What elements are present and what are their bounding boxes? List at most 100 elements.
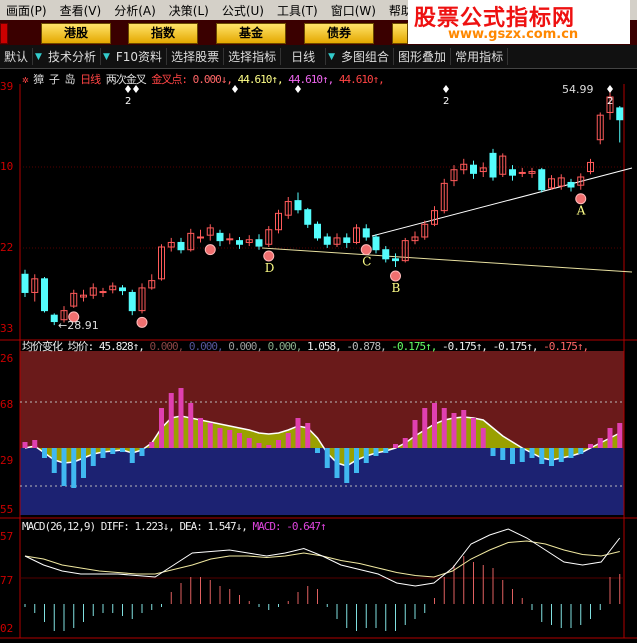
avg-change-bar	[568, 448, 574, 458]
hk-stocks-button[interactable]: 港股	[41, 23, 111, 44]
mid-value: 0.000,	[228, 340, 263, 353]
golden-cross-marker-icon	[360, 244, 372, 256]
avg-change-bar	[441, 408, 447, 448]
avg-change-bar	[61, 448, 67, 486]
candle-up	[158, 246, 165, 280]
golden-cross-marker-icon	[68, 311, 80, 323]
mid-value: 0.000,	[267, 340, 303, 353]
candle-up	[245, 239, 253, 243]
candle-up	[109, 285, 117, 291]
avg-change-bar	[597, 438, 603, 448]
candle-up	[89, 287, 97, 296]
point-label-B: B	[392, 281, 401, 295]
candle-up	[440, 182, 448, 212]
avg-change-bar	[168, 393, 174, 448]
axis-label: 02	[0, 622, 14, 635]
axis-label: 22	[0, 241, 14, 254]
axis-label: 55	[0, 503, 14, 516]
avg-change-bar	[383, 448, 389, 453]
star-marker-icon	[295, 85, 301, 93]
axis-label: 39	[0, 80, 14, 93]
candle-down	[236, 240, 243, 245]
dropdown-icon[interactable]: ▼	[328, 51, 336, 62]
avg-change-bar	[51, 448, 57, 473]
avg-change-bar	[285, 433, 291, 448]
avg-change-bar	[354, 448, 359, 473]
overlay-button[interactable]: 图形叠加	[394, 48, 452, 65]
avg-change-bar	[32, 440, 38, 448]
avg-change-bar	[217, 428, 223, 448]
avg-change-bar	[578, 448, 584, 454]
golden-cross-marker-icon	[263, 250, 275, 262]
avg-change-bar	[461, 410, 467, 448]
candle-down	[489, 152, 497, 178]
avg-change-bar	[617, 423, 623, 448]
select-stock-button[interactable]: 选择股票	[167, 48, 225, 65]
star-marker-icon	[443, 85, 449, 93]
point-label-C: C	[362, 255, 371, 269]
candle-up	[577, 176, 585, 186]
candle-up	[518, 171, 526, 174]
menu-formula[interactable]: 公式(U)	[221, 3, 264, 18]
avg-change-bar	[81, 448, 86, 478]
menu-window[interactable]: 窗口(W)	[330, 3, 376, 18]
count-label: 2	[443, 96, 449, 107]
avg-change-bar	[422, 408, 428, 448]
avg-change-bar	[402, 438, 408, 448]
point-label-A: A	[576, 204, 586, 218]
candle-up	[265, 229, 273, 245]
candle-up	[353, 227, 360, 243]
candle-up	[479, 167, 487, 173]
mid-value: 0.000,	[188, 340, 224, 353]
fund-button[interactable]: 基金	[216, 23, 286, 44]
golden-cross-marker-icon	[575, 193, 587, 205]
avg-change-bar	[588, 444, 593, 448]
dropdown-icon[interactable]: ▼	[35, 51, 42, 62]
bond-button[interactable]: 债券	[304, 23, 374, 44]
candle-down	[509, 169, 516, 176]
avg-change-bar	[549, 448, 554, 466]
avg-change-bar	[266, 445, 272, 448]
menu-decision[interactable]: 决策(L)	[168, 3, 209, 18]
default-button[interactable]: 默认	[0, 48, 34, 65]
candle-up	[99, 291, 107, 294]
axis-label: 10	[0, 160, 14, 173]
menu-help[interactable]: 帮助	[388, 3, 413, 18]
indicator-name: 两次金叉	[105, 73, 147, 86]
menu-analysis[interactable]: 分析(A)	[114, 3, 156, 18]
menu-tools[interactable]: 工具(T)	[276, 3, 318, 18]
index-button[interactable]: 指数	[128, 23, 198, 44]
avg-change-bar	[227, 430, 233, 448]
multi-chart-button[interactable]: 多图组合	[337, 48, 395, 65]
candle-up	[333, 237, 341, 245]
f10-button[interactable]: F10资料	[112, 48, 168, 65]
avg-change-bar	[149, 442, 155, 448]
golden-cross-marker-icon	[204, 244, 216, 256]
avg-change-bar	[42, 448, 47, 458]
mid-panel-upper	[20, 351, 624, 448]
market-button-partial[interactable]	[0, 23, 8, 44]
candle-up	[431, 210, 438, 225]
avg-change-bar	[90, 448, 96, 466]
candle-down	[382, 249, 390, 260]
candle-up	[197, 236, 204, 239]
axis-label: 68	[0, 398, 14, 411]
avg-change-bar	[412, 420, 418, 448]
dropdown-icon[interactable]: ▼	[102, 51, 110, 62]
avg-change-bar	[139, 448, 145, 456]
menu-screen[interactable]: 画面(P)	[6, 3, 47, 18]
daily-period-button[interactable]: 日线	[281, 48, 327, 65]
candle-down	[314, 223, 321, 239]
market-button-hidden[interactable]	[392, 23, 408, 44]
menu-view[interactable]: 查看(V)	[59, 3, 102, 18]
avg-change-bar	[71, 448, 77, 488]
avg-change-bar	[207, 423, 213, 448]
tech-analysis-button[interactable]: 技术分析	[44, 48, 101, 65]
select-indicator-button[interactable]: 选择指标	[224, 48, 282, 65]
candle-up	[528, 171, 536, 174]
value-2: 44.610↑,	[237, 73, 284, 86]
candle-up	[275, 212, 282, 231]
common-indicators-button[interactable]: 常用指标	[451, 48, 509, 65]
dea-line	[24, 540, 620, 578]
